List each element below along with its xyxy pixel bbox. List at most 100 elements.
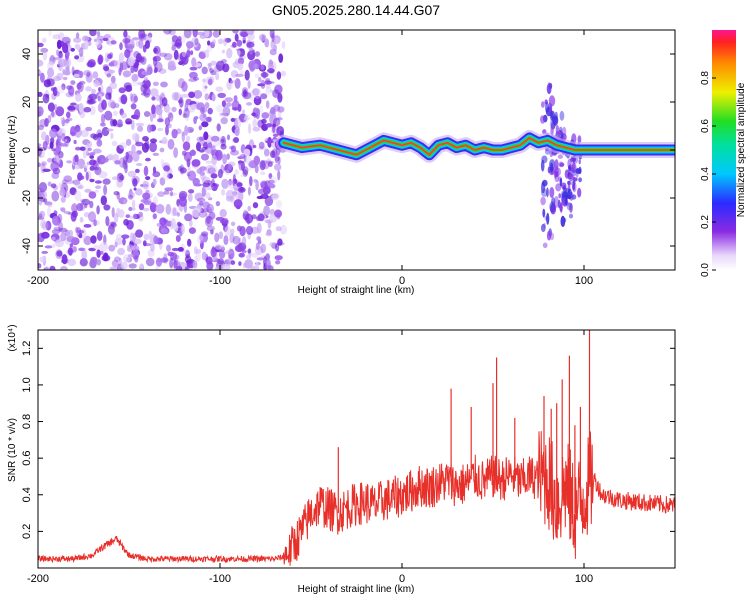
- spread-blob: [569, 202, 573, 213]
- noise-blob: [181, 81, 188, 92]
- noise-blob: [59, 266, 68, 270]
- noise-blob: [97, 95, 101, 102]
- noise-blob: [56, 85, 65, 94]
- noise-blob: [120, 94, 128, 105]
- noise-blob: [75, 93, 82, 102]
- noise-blob: [161, 227, 168, 234]
- noise-blob: [207, 63, 212, 67]
- noise-blob: [246, 254, 251, 260]
- colorbar-ticks: 0.0 0.2 0.4 0.6 0.8: [700, 71, 716, 277]
- noise-blob: [157, 191, 165, 197]
- noise-blob: [171, 106, 177, 113]
- noise-blob: [52, 86, 58, 97]
- noise-blob: [181, 131, 185, 143]
- noise-blob: [257, 188, 265, 194]
- noise-blob: [107, 69, 116, 74]
- noise-blob: [142, 180, 150, 190]
- noise-blob: [177, 36, 182, 42]
- noise-blob: [171, 92, 179, 101]
- noise-blob: [159, 52, 168, 57]
- noise-blob: [71, 203, 78, 214]
- noise-blob: [269, 48, 277, 56]
- snr-ytick-label: 1.2: [21, 341, 33, 356]
- noise-blob: [260, 79, 266, 89]
- noise-blob: [100, 122, 106, 127]
- noise-blob: [118, 87, 126, 94]
- noise-blob: [113, 212, 119, 223]
- noise-blob: [230, 221, 236, 227]
- noise-blob: [201, 231, 209, 237]
- noise-blob: [218, 231, 224, 240]
- noise-blob: [219, 244, 225, 251]
- spread-blob: [572, 181, 577, 193]
- noise-blob: [68, 247, 73, 256]
- noise-blob: [178, 61, 184, 66]
- noise-blob: [49, 141, 54, 149]
- noise-blob: [222, 153, 228, 165]
- noise-blob: [155, 107, 163, 116]
- noise-blob: [120, 112, 127, 119]
- noise-blob: [182, 55, 189, 63]
- noise-blob: [221, 100, 226, 108]
- snr-ytick-label: 0.2: [21, 524, 33, 539]
- noise-blob: [43, 267, 49, 270]
- noise-blob: [96, 249, 101, 258]
- spread-blob: [578, 177, 582, 183]
- spread-blob: [555, 183, 562, 192]
- noise-blob: [209, 68, 214, 73]
- noise-blob: [138, 39, 144, 49]
- noise-blob: [217, 38, 224, 45]
- noise-blob: [175, 235, 181, 242]
- noise-blob: [107, 153, 114, 160]
- noise-blob: [171, 128, 178, 139]
- noise-blob: [210, 247, 217, 258]
- noise-blob: [234, 78, 241, 89]
- noise-blob: [121, 234, 130, 239]
- noise-blob: [60, 232, 67, 242]
- noise-blob: [169, 257, 174, 269]
- noise-blob: [83, 106, 92, 113]
- noise-blob: [203, 30, 210, 38]
- noise-blob: [124, 38, 128, 49]
- noise-blob: [115, 233, 123, 241]
- noise-blob: [114, 241, 118, 248]
- noise-blob: [152, 152, 159, 156]
- spread-blob: [558, 193, 561, 199]
- noise-blob: [259, 160, 266, 171]
- noise-blob: [184, 266, 189, 270]
- noise-blob: [265, 123, 273, 128]
- noise-blob: [237, 103, 242, 112]
- noise-blob: [135, 122, 145, 127]
- noise-blob: [59, 188, 66, 197]
- noise-blob: [278, 53, 284, 63]
- noise-blob: [125, 151, 129, 160]
- noise-blob: [103, 65, 110, 72]
- noise-blob: [57, 213, 63, 223]
- noise-blob: [204, 102, 210, 109]
- noise-blob: [189, 128, 194, 133]
- noise-blob: [248, 60, 258, 71]
- noise-blob: [234, 168, 239, 176]
- noise-blob: [52, 215, 61, 226]
- noise-blob: [178, 108, 182, 116]
- noise-blob: [214, 266, 222, 270]
- noise-blob: [63, 175, 72, 182]
- noise-blob: [95, 185, 102, 189]
- noise-blob: [110, 40, 117, 45]
- noise-blob: [265, 258, 271, 270]
- noise-blob: [125, 118, 133, 125]
- noise-blob: [47, 157, 53, 163]
- noise-blob: [205, 164, 214, 175]
- spread-blob: [549, 162, 554, 173]
- noise-blob: [234, 33, 239, 42]
- noise-blob: [190, 50, 194, 56]
- colorbar-tick-label: 0.2: [700, 215, 711, 229]
- noise-blob: [115, 175, 119, 182]
- noise-blob: [48, 61, 54, 65]
- noise-blob: [150, 88, 159, 97]
- spectrogram-ytick-label: -20: [21, 190, 33, 206]
- noise-blob: [267, 68, 275, 74]
- noise-blob: [107, 224, 115, 235]
- noise-blob: [104, 34, 111, 39]
- noise-blob: [96, 231, 103, 241]
